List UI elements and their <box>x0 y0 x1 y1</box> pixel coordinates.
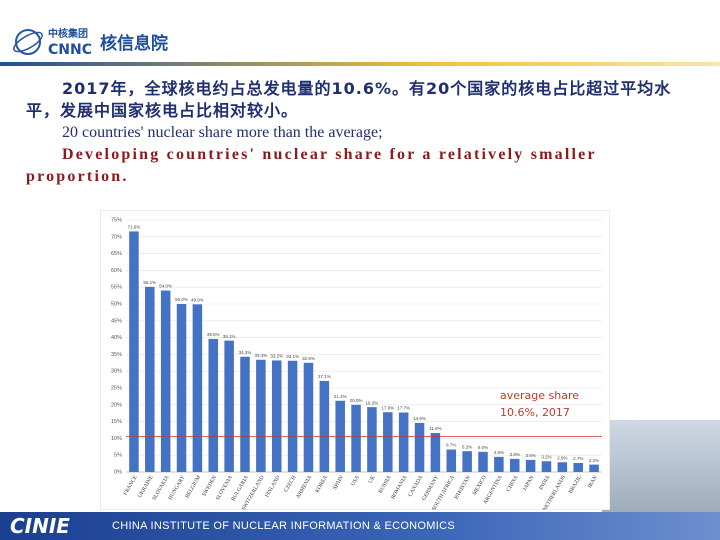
y-tick-label: 70% <box>111 234 122 240</box>
bar <box>192 304 203 472</box>
y-tick-label: 35% <box>111 352 122 358</box>
y-tick-label: 10% <box>111 436 122 442</box>
value-label: 54.0% <box>159 284 172 289</box>
heading-en-2: Developing countries' nuclear share for … <box>26 146 597 185</box>
bar <box>208 338 219 472</box>
value-label: 2.9% <box>557 455 567 460</box>
y-tick-label: 15% <box>111 419 122 425</box>
logo-mark <box>15 29 41 55</box>
footer-abbr: CINIE <box>10 514 70 538</box>
header-rule <box>0 62 720 66</box>
bar <box>462 451 472 472</box>
value-label: 17.8% <box>381 405 394 410</box>
bar <box>541 461 552 472</box>
bar <box>525 459 536 472</box>
bar <box>256 359 266 472</box>
value-label: 39.1% <box>223 334 236 339</box>
bar <box>287 360 298 472</box>
value-label: 3.9% <box>510 452 520 457</box>
value-label: 71.6% <box>128 225 141 230</box>
bar <box>557 462 568 472</box>
value-label: 6.2% <box>462 444 472 449</box>
bar <box>383 412 393 472</box>
logo-en: CNNC <box>48 42 92 58</box>
bar <box>573 462 583 472</box>
bar <box>589 464 599 472</box>
bar <box>494 456 504 472</box>
value-label: 4.5% <box>494 450 504 455</box>
y-tick-label: 45% <box>111 318 122 324</box>
y-tick-label: 55% <box>111 285 122 291</box>
value-label: 32.5% <box>302 356 315 361</box>
value-label: 6.7% <box>446 443 456 448</box>
y-tick-label: 75% <box>111 217 122 223</box>
bar <box>430 433 441 472</box>
annotation: 10.6%, 2017 <box>500 406 570 419</box>
bar <box>240 356 250 472</box>
heading-zh: 2017年，全球核电约占总发电量的10.6%。有20个国家的核电占比超过平均水平… <box>26 79 672 120</box>
bar <box>446 449 457 472</box>
value-label: 27.1% <box>318 374 331 379</box>
logo: 中核集团 CNNC 核信息院 <box>13 27 168 58</box>
value-label: 2.2% <box>589 458 599 463</box>
value-label: 17.7% <box>397 406 410 411</box>
value-label: 3.6% <box>525 453 535 458</box>
footer-name: CHINA INSTITUTE OF NUCLEAR INFORMATION &… <box>112 520 455 532</box>
heading: 2017年，全球核电约占总发电量的10.6%。有20个国家的核电占比超过平均水平… <box>26 78 692 188</box>
annotation: average share <box>500 389 579 402</box>
value-label: 14.6% <box>413 416 426 421</box>
x-tick-label: IRAN <box>587 475 599 490</box>
logo-name: 核信息院 <box>100 33 168 54</box>
value-label: 33.2% <box>270 354 283 359</box>
bar <box>129 231 139 472</box>
x-tick-label: UK <box>368 475 377 485</box>
y-tick-label: 0% <box>114 469 122 475</box>
bar <box>224 340 234 472</box>
building-photo <box>602 420 720 520</box>
logo-orbit <box>13 31 43 53</box>
bar <box>145 286 155 472</box>
y-tick-label: 50% <box>111 301 122 307</box>
y-tick-label: 65% <box>111 251 122 257</box>
value-label: 34.3% <box>239 350 252 355</box>
heading-en-1: 20 countries' nuclear share more than th… <box>62 124 383 141</box>
footer: CINIE CHINA INSTITUTE OF NUCLEAR INFORMA… <box>0 512 720 540</box>
value-label: 11.6% <box>429 426 441 431</box>
bar <box>176 304 187 472</box>
y-tick-label: 30% <box>111 369 122 375</box>
value-label: 39.6% <box>207 332 220 337</box>
bar <box>398 412 409 472</box>
value-label: 49.9% <box>191 298 204 303</box>
y-tick-label: 25% <box>111 385 122 391</box>
bar <box>303 362 314 472</box>
value-label: 33.1% <box>286 354 299 359</box>
value-label: 21.2% <box>334 394 347 399</box>
value-label: 19.3% <box>366 400 379 405</box>
value-label: 33.4% <box>254 353 267 358</box>
value-label: 55.1% <box>143 280 156 285</box>
bar <box>414 422 425 472</box>
value-label: 2.7% <box>573 456 583 461</box>
x-tick-label: USA <box>350 475 361 488</box>
y-tick-label: 40% <box>111 335 122 341</box>
bar <box>271 360 282 472</box>
bar <box>351 404 361 472</box>
value-label: 20.0% <box>350 398 363 403</box>
y-tick-label: 60% <box>111 268 122 274</box>
value-label: 50.0% <box>175 297 188 302</box>
value-label: 3.2% <box>541 454 551 459</box>
bar <box>509 458 520 472</box>
y-tick-label: 5% <box>114 453 122 459</box>
bar <box>160 290 171 472</box>
value-label: 6.0% <box>478 445 488 450</box>
y-tick-label: 20% <box>111 402 122 408</box>
bar <box>367 407 377 472</box>
chart: 0% 5% 10% 15% 20% 25% 30% 35% 40% 45% 50% 55% 60% 65%… <box>100 210 610 510</box>
bar <box>478 451 488 472</box>
logo-cn: 中核集团 <box>48 27 88 40</box>
bar <box>319 380 330 472</box>
